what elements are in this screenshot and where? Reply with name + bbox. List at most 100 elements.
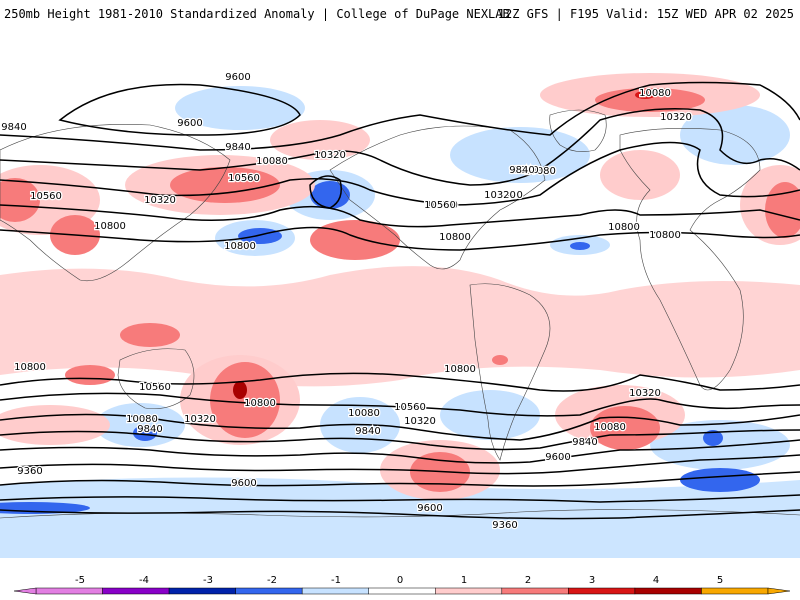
contour-label: 10080	[639, 88, 671, 99]
anomaly-area	[120, 323, 180, 347]
colorbar-tick-label: 3	[589, 575, 595, 586]
colorbar-max-arrow	[767, 587, 791, 595]
contour-label: 10080	[348, 408, 380, 419]
anomaly-area	[310, 220, 400, 260]
contour-label: 9600	[231, 478, 256, 489]
colorbar-tick-label: -4	[139, 575, 149, 586]
colorbar-min-arrow	[13, 587, 37, 595]
header: 250mb Height 1981-2010 Standardized Anom…	[0, 0, 800, 28]
colorbar-segment	[35, 587, 103, 595]
asia-outline	[0, 123, 231, 282]
contour-label: 9600	[545, 452, 570, 463]
colorbar-segment	[368, 587, 436, 595]
contour-label: 10560	[228, 173, 260, 184]
height-contours	[0, 81, 800, 520]
contour-label: 10800	[439, 232, 471, 243]
anomaly-area	[492, 355, 508, 365]
anomaly-area	[210, 362, 280, 438]
colorbar-tick-label: -3	[203, 575, 213, 586]
contour-label: 10080	[126, 414, 158, 425]
contour-label: 10800	[608, 222, 640, 233]
contour-label: 9840	[509, 165, 534, 176]
map-title: 250mb Height 1981-2010 Standardized Anom…	[4, 7, 510, 21]
contour-label: 10080	[524, 166, 556, 177]
contour-line	[0, 494, 800, 503]
contour-line	[0, 81, 800, 151]
contour-line	[309, 175, 342, 209]
anomaly-area	[450, 127, 590, 183]
colorbar-tick-label: -1	[331, 575, 341, 586]
contour-line	[0, 413, 800, 441]
contour-label: 10080	[594, 422, 626, 433]
contour-label: 10560	[426, 200, 458, 211]
colorbar-tick-label: 2	[525, 575, 531, 586]
contour-label: 10320	[404, 416, 436, 427]
contour-line	[0, 429, 800, 451]
contour-label: 9840	[137, 424, 162, 435]
contour-label: 10800	[649, 230, 681, 241]
anomaly-area	[175, 86, 305, 130]
greenland-outline	[549, 109, 607, 152]
contour-label: 10320	[184, 414, 216, 425]
contour-label: 10800	[94, 221, 126, 232]
anomaly-area	[0, 405, 110, 445]
anomaly-area	[65, 365, 115, 385]
colorbar-segment	[568, 587, 636, 595]
anomaly-area	[440, 390, 540, 440]
anomaly-area	[600, 150, 680, 200]
contour-line	[0, 372, 800, 392]
contour-label: 10560	[139, 382, 171, 393]
contour-label: 10800	[224, 241, 256, 252]
colorbar-segment	[168, 587, 236, 595]
contour-label: 10320	[144, 195, 176, 206]
contour-line	[0, 226, 800, 251]
anomaly-area	[703, 430, 723, 446]
anomaly-area	[310, 181, 350, 209]
colorbar-tick-label: 1	[461, 575, 467, 586]
contour-line	[0, 454, 800, 475]
colorbar-tick-label: -2	[267, 575, 277, 586]
colorbar-segment	[634, 587, 702, 595]
contour-label: 9840	[355, 426, 380, 437]
colorbar-segment	[435, 587, 503, 595]
contour-line	[0, 141, 800, 206]
colorbar-tick-label: 4	[653, 575, 659, 586]
contour-label: 10320	[629, 388, 661, 399]
colorbar-legend: -5 -4 -3 -2 -1 0 1 2 3 4 5	[13, 575, 791, 595]
contour-label: 9840	[513, 165, 538, 176]
contour-label: 10560	[424, 200, 456, 211]
contour-label: 10080	[256, 156, 288, 167]
anomaly-area	[0, 178, 40, 222]
contour-line	[0, 392, 800, 417]
contour-label: 9600	[225, 72, 250, 83]
contour-label: 10320	[491, 190, 523, 201]
contour-line	[0, 471, 800, 487]
colorbar-segment	[301, 587, 369, 595]
contour-line	[0, 439, 800, 464]
colorbar-segment	[701, 587, 769, 595]
contour-label: 10560	[30, 191, 62, 202]
anomaly-area	[765, 182, 800, 238]
model-valid-time: 12Z GFS | F195 Valid: 15Z WED APR 02 202…	[497, 7, 794, 21]
contour-label: 9600	[417, 503, 442, 514]
contour-label: 10800	[444, 364, 476, 375]
anomaly-area	[635, 91, 655, 99]
contour-line	[58, 83, 301, 136]
anomaly-area	[680, 468, 760, 492]
contour-label: 9840	[1, 122, 26, 133]
contour-label: 10560	[394, 402, 426, 413]
contour-label: 9360	[492, 520, 517, 531]
contour-line	[0, 204, 800, 228]
contour-label: 10800	[14, 362, 46, 373]
contour-line	[0, 509, 800, 520]
colorbar-tick-label: 5	[717, 575, 723, 586]
contour-label: 10320	[484, 190, 516, 201]
colorbar-tick-label: -5	[75, 575, 85, 586]
anomaly-area	[233, 381, 247, 399]
colorbar-segment	[501, 587, 569, 595]
anomaly-shading	[0, 73, 800, 558]
contour-label: 9600	[177, 118, 202, 129]
colorbar-segment	[102, 587, 170, 595]
